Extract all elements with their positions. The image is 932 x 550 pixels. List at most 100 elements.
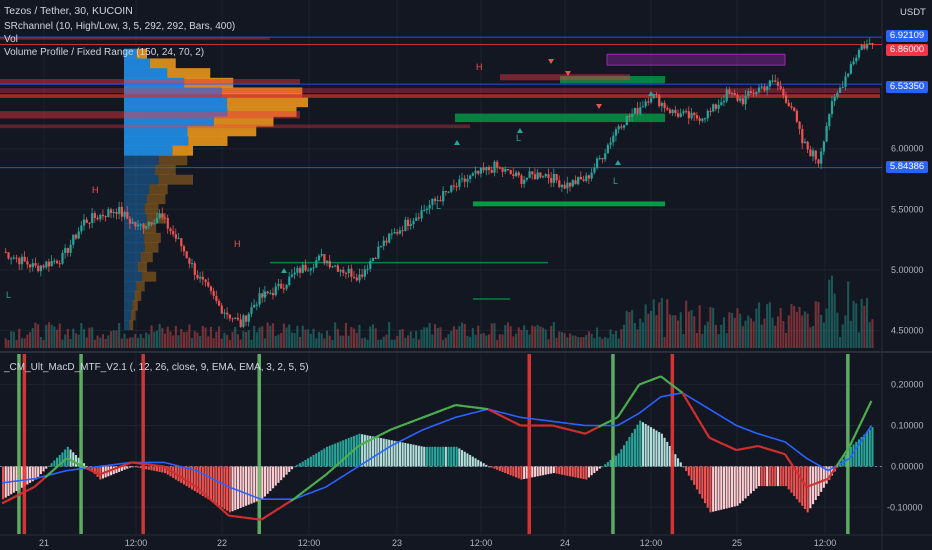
macd-line-segment <box>263 515 268 519</box>
macd-histogram-bar <box>809 466 812 509</box>
price-axis-label: 5.00000 <box>891 265 924 275</box>
candle-body <box>515 172 518 176</box>
macd-histogram-bar <box>185 466 188 487</box>
volume-bar <box>255 332 258 348</box>
volume-bar <box>174 325 177 348</box>
macd-histogram-bar <box>123 466 126 470</box>
macd-line-segment <box>598 424 602 428</box>
sr-zone <box>607 54 785 66</box>
macd-line-segment <box>657 375 662 379</box>
macd-line-segment <box>322 473 327 478</box>
macd-line-segment <box>495 412 500 416</box>
volume-bar <box>128 337 131 348</box>
candle-body <box>369 261 372 269</box>
macd-line-segment <box>681 392 687 398</box>
macd-histogram-bar <box>523 466 526 480</box>
volume-bar <box>56 329 59 348</box>
sr-zone <box>0 111 300 119</box>
volume-bar <box>752 321 755 348</box>
macd-line-segment <box>79 464 84 468</box>
macd-histogram-bar <box>207 466 210 500</box>
macd-histogram-bar <box>204 466 207 498</box>
macd-line-segment <box>819 479 824 483</box>
macd-histogram-bar <box>245 466 248 506</box>
volume-bar <box>374 328 377 348</box>
macd-line-segment <box>201 490 206 495</box>
macd-histogram-bar <box>339 441 342 467</box>
macd-line-segment <box>341 457 346 462</box>
candle-body <box>590 172 593 179</box>
macd-histogram-bar <box>563 466 566 476</box>
macd-line-segment <box>511 420 516 424</box>
macd-histogram-bar <box>628 436 631 467</box>
macd-histogram-bar <box>506 466 509 475</box>
currency-label[interactable]: USDT <box>900 7 926 18</box>
macd-line-segment <box>501 414 505 419</box>
macd-line-segment <box>71 460 76 464</box>
volume-bar <box>88 327 91 348</box>
macd-line-segment <box>727 445 732 449</box>
macd-histogram-bar <box>596 466 599 471</box>
candle-body <box>701 118 704 121</box>
macd-histogram-bar <box>263 466 266 497</box>
candle-body <box>720 102 723 105</box>
macd-histogram-bar <box>863 434 866 467</box>
volume-profile-legend[interactable]: Volume Profile / Fixed Range (150, 24, 7… <box>4 47 205 58</box>
candle-body <box>717 104 720 109</box>
volume-bar <box>571 335 574 348</box>
candle-body <box>245 315 248 322</box>
macd-line-segment <box>779 451 783 455</box>
macd-line-segment <box>646 379 651 383</box>
macd-line-segment <box>689 405 695 412</box>
macd-histogram-bar <box>34 466 37 480</box>
cross-marker <box>79 354 83 534</box>
srchannel-legend[interactable]: SRchannel (10, High/Low, 3, 5, 292, 292,… <box>4 21 236 32</box>
volume-bar <box>836 312 839 348</box>
candle-body <box>863 44 866 49</box>
candle-body <box>658 94 661 107</box>
candle-body <box>315 260 318 268</box>
candle-body <box>307 270 310 272</box>
candle-body <box>488 166 491 170</box>
macd-histogram-bar <box>623 445 626 467</box>
candle-body <box>490 169 493 173</box>
macd-histogram-bar <box>358 433 361 467</box>
volume-bar <box>542 327 545 348</box>
volume-profile-down-bar <box>149 58 176 69</box>
candle-body <box>199 276 202 279</box>
macd-line-segment <box>336 461 341 466</box>
macd-histogram-bar <box>785 466 788 487</box>
volume-bar <box>96 335 99 348</box>
candle-body <box>477 170 480 174</box>
candle-body <box>871 43 874 45</box>
buy-arrow-icon <box>615 160 621 165</box>
macd-histogram-bar <box>714 466 717 512</box>
volume-legend[interactable]: Vol <box>4 34 18 45</box>
macd-line-segment <box>773 449 778 453</box>
volume-bar <box>177 335 180 348</box>
volume-profile-down-bar <box>222 87 303 98</box>
volume-bar <box>693 316 696 348</box>
macd-line-segment <box>276 506 281 511</box>
macd-line-segment <box>179 475 184 480</box>
macd-histogram-bar <box>558 466 561 475</box>
candle-body <box>582 179 585 181</box>
candle-body <box>623 125 626 128</box>
macd-histogram-bar <box>131 466 134 468</box>
volume-bar <box>299 336 302 348</box>
macd-line-segment <box>686 401 692 407</box>
candle-body <box>471 173 474 176</box>
candle-body <box>20 256 24 265</box>
volume-bar <box>795 311 798 348</box>
macd-histogram-bar <box>455 446 458 467</box>
candle-body <box>571 180 574 187</box>
macd-legend[interactable]: _CM_Ult_MacD_MTF_V2.1 (, 12, 26, close, … <box>4 362 309 373</box>
volume-bar <box>315 338 318 348</box>
volume-bar <box>288 324 291 348</box>
macd-histogram-bar <box>201 466 204 496</box>
macd-histogram-bar <box>868 429 871 467</box>
swing-label: L <box>436 201 441 211</box>
volume-bar <box>272 323 275 348</box>
candle-body <box>506 169 510 171</box>
